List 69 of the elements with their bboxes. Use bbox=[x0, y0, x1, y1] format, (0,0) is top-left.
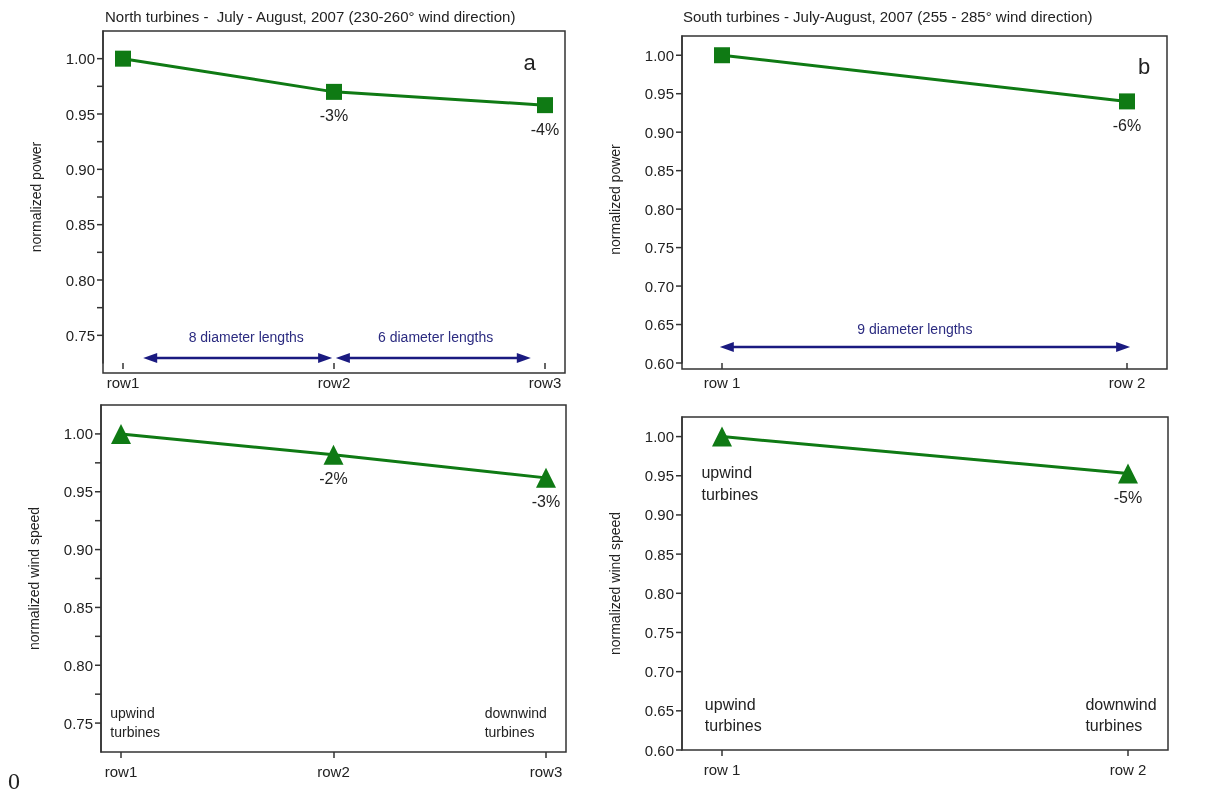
x-tick-label: row 1 bbox=[703, 374, 741, 391]
y-tick-label: 0.60 bbox=[644, 354, 674, 372]
y-tick-label: 1.00 bbox=[644, 46, 674, 64]
y-axis-title: normalized wind speed bbox=[607, 511, 623, 656]
y-tick-label: 0.85 bbox=[65, 216, 95, 234]
y-tick-label: 0.75 bbox=[65, 326, 95, 344]
y-tick-label: 0.90 bbox=[644, 506, 674, 524]
y-axis-title: normalized wind speed bbox=[26, 506, 42, 651]
y-tick-label: 0.95 bbox=[63, 483, 93, 501]
x-tick-label: row 2 bbox=[1109, 761, 1147, 778]
y-tick-label: 0.90 bbox=[63, 541, 93, 559]
chart-title: North turbines - July - August, 2007 (230-260° wind direction) bbox=[105, 8, 516, 25]
annotation: downwind turbines bbox=[484, 704, 551, 740]
annotation: -2% bbox=[319, 470, 348, 488]
annotation: downwind turbines bbox=[1085, 695, 1161, 735]
x-tick-label: row2 bbox=[317, 763, 350, 780]
y-tick-label: 0.85 bbox=[644, 545, 674, 563]
y-tick-label: 0.60 bbox=[644, 741, 674, 759]
y-tick-label: 0.95 bbox=[644, 467, 674, 485]
annotation: upwind turbines bbox=[701, 464, 759, 503]
y-tick-label: 0.70 bbox=[644, 663, 674, 681]
y-tick-label: 0.65 bbox=[644, 702, 674, 720]
y-tick-label: 0.75 bbox=[644, 623, 674, 641]
point bbox=[115, 50, 131, 67]
y-tick-label: 0.90 bbox=[644, 123, 674, 141]
x-tick-label: row3 bbox=[529, 763, 563, 780]
y-tick-label: 1.00 bbox=[644, 428, 674, 446]
y-tick-label: 0.80 bbox=[65, 271, 95, 289]
y-tick-label: 0.85 bbox=[644, 162, 674, 180]
y-tick-label: 0.80 bbox=[644, 584, 674, 602]
x-tick-label: row 2 bbox=[1108, 374, 1146, 391]
point bbox=[536, 467, 556, 488]
annotation: a bbox=[523, 50, 537, 76]
y-axis-title: normalized power bbox=[607, 143, 623, 255]
annotation: -3% bbox=[319, 107, 349, 125]
annotation: 8 diameter lengths bbox=[188, 329, 304, 346]
annotation: -3% bbox=[531, 493, 561, 511]
y-tick-label: 0.75 bbox=[63, 714, 93, 732]
annotation: upwind turbines bbox=[110, 704, 161, 740]
x-tick-label: row1 bbox=[104, 763, 138, 780]
x-tick-label: row1 bbox=[106, 374, 140, 391]
y-axis-title: normalized power bbox=[28, 141, 44, 253]
annotation: -4% bbox=[530, 120, 560, 138]
point bbox=[111, 423, 131, 444]
annotation: upwind turbines bbox=[704, 695, 762, 735]
point bbox=[323, 444, 344, 465]
y-tick-label: 1.00 bbox=[65, 50, 95, 68]
x-tick-label: row 1 bbox=[703, 761, 741, 778]
annotation: -5% bbox=[1113, 488, 1143, 506]
y-tick-label: 0.70 bbox=[644, 277, 674, 295]
chart-title: South turbines - July-August, 2007 (255 - 285° wind direction) bbox=[683, 8, 1093, 25]
x-tick-label: row3 bbox=[528, 374, 562, 391]
y-tick-label: 0.80 bbox=[63, 656, 93, 674]
y-tick-label: 0.95 bbox=[644, 85, 674, 103]
y-tick-label: 0.85 bbox=[63, 598, 93, 616]
annotation: 6 diameter lengths bbox=[378, 329, 494, 346]
y-tick-label: 1.00 bbox=[63, 425, 93, 443]
point bbox=[537, 97, 553, 114]
annotation: -6% bbox=[1112, 116, 1142, 134]
x-tick-label: row2 bbox=[317, 374, 351, 391]
annotation: b bbox=[1137, 54, 1151, 80]
y-tick-label: 0.95 bbox=[65, 105, 95, 123]
y-tick-label: 0.65 bbox=[644, 316, 674, 334]
y-tick-label: 0.80 bbox=[644, 200, 674, 218]
y-tick-label: 0.90 bbox=[65, 160, 95, 178]
annotation: 9 diameter lengths bbox=[857, 321, 973, 338]
y-tick-label: 0.75 bbox=[644, 239, 674, 257]
text: 0 bbox=[8, 768, 20, 795]
point bbox=[326, 83, 342, 100]
